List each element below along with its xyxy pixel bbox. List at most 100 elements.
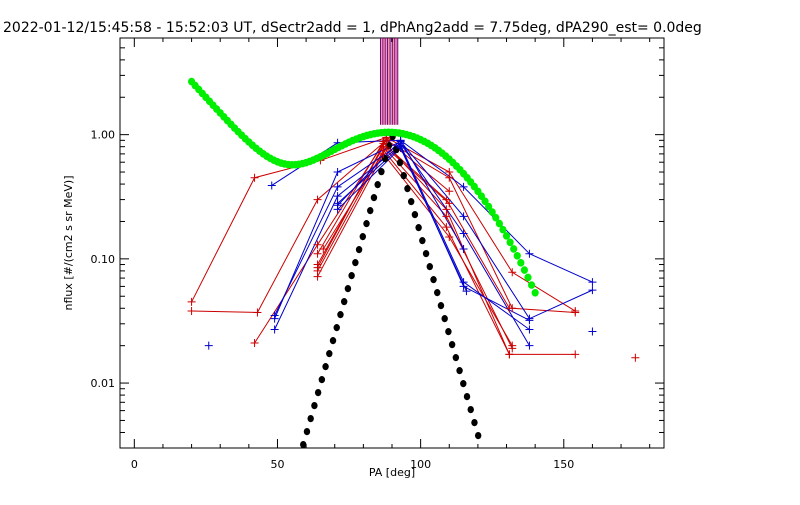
red-data-marker xyxy=(382,135,391,144)
blue-data-marker xyxy=(459,229,468,238)
blue-data-marker xyxy=(588,327,597,336)
blue-data-marker xyxy=(204,341,213,350)
green-fit-point xyxy=(527,281,536,289)
blue-data-marker xyxy=(459,212,468,221)
black-fit-point xyxy=(415,224,422,232)
green-fit-point xyxy=(524,273,532,282)
green-fit-point xyxy=(495,219,503,228)
black-fit-point xyxy=(381,155,389,163)
y-axis-label: nflux [#/(cm2 s sr MeV)] xyxy=(62,176,75,311)
black-fit-point xyxy=(359,233,366,241)
axes-ticks: 0 50 100 150 1.00 0.10 0.01 xyxy=(91,37,664,471)
green-fit-point xyxy=(513,252,521,260)
blue-data-marker xyxy=(270,311,279,320)
red-data-marker xyxy=(253,308,262,317)
black-fit-point xyxy=(471,419,478,427)
red-data-marker xyxy=(319,245,328,254)
red-data-marker xyxy=(382,144,391,153)
green-fit-point xyxy=(499,225,507,234)
blue-series-lines xyxy=(271,139,593,346)
red-series-line xyxy=(317,149,510,355)
red-series-line xyxy=(191,136,576,312)
black-fit-point xyxy=(374,181,381,189)
vertical-marker-lines xyxy=(379,38,399,125)
blue-data-marker xyxy=(462,287,471,296)
black-fit-point xyxy=(303,428,311,436)
black-fit-point xyxy=(326,350,333,358)
green-fit-point xyxy=(488,208,496,216)
x-tick-label: 0 xyxy=(131,458,138,471)
red-data-marker xyxy=(313,240,322,249)
x-axis-label: PA [deg] xyxy=(369,466,415,479)
red-data-marker xyxy=(508,268,517,277)
x-tick-label: 150 xyxy=(553,458,574,471)
red-data-marker xyxy=(313,249,322,258)
black-fit-point xyxy=(363,220,370,228)
black-fit-point xyxy=(311,402,318,410)
black-fit-point xyxy=(422,250,430,258)
black-fit-point xyxy=(307,415,314,423)
red-data-marker xyxy=(445,199,454,208)
black-fit-point xyxy=(460,380,467,388)
green-fit-point xyxy=(531,288,539,297)
black-fit-point xyxy=(456,367,463,375)
black-fit-point xyxy=(344,285,352,293)
red-series-line xyxy=(317,152,513,346)
black-fit-point xyxy=(329,337,337,345)
red-data-marker xyxy=(571,308,580,317)
red-data-marker xyxy=(313,195,322,204)
green-fit-point xyxy=(506,238,514,247)
green-fit-point xyxy=(520,266,529,274)
red-data-marker xyxy=(505,304,514,313)
black-fit-point xyxy=(419,237,426,245)
black-fit-point xyxy=(448,341,456,349)
red-data-marker xyxy=(442,205,451,214)
blue-data-marker xyxy=(588,286,597,295)
red-data-marker xyxy=(250,339,259,348)
black-fit-point xyxy=(430,276,437,284)
blue-data-marker xyxy=(525,341,534,350)
blue-data-marker xyxy=(270,325,279,334)
blue-data-marker xyxy=(459,182,468,191)
green-fit-point xyxy=(510,245,518,253)
blue-data-marker xyxy=(396,144,405,153)
red-data-marker xyxy=(313,263,322,272)
red-data-marker xyxy=(379,149,388,158)
blue-data-marker xyxy=(333,168,342,177)
y-tick-label: 0.01 xyxy=(91,377,116,390)
black-fit-curve xyxy=(300,133,482,449)
red-data-marker xyxy=(445,232,454,241)
black-fit-point xyxy=(348,272,355,280)
black-fit-point xyxy=(352,259,359,267)
black-fit-point xyxy=(300,440,307,449)
blue-data-marker xyxy=(333,182,342,191)
black-fit-point xyxy=(437,302,445,310)
black-fit-point xyxy=(467,406,474,414)
red-data-marker xyxy=(442,223,451,232)
blue-data-marker xyxy=(333,201,342,210)
blue-series-line xyxy=(274,140,593,320)
red-data-marker xyxy=(508,341,517,350)
black-fit-point xyxy=(404,185,411,193)
red-data-marker xyxy=(445,173,454,182)
blue-data-marker xyxy=(459,282,468,291)
red-data-marker xyxy=(631,353,640,362)
red-series-markers xyxy=(187,133,640,362)
red-data-marker xyxy=(445,187,454,196)
black-fit-point xyxy=(400,172,407,180)
black-fit-point xyxy=(407,198,415,206)
blue-data-marker xyxy=(396,136,405,145)
blue-series-line xyxy=(337,147,467,292)
blue-data-marker xyxy=(525,316,534,325)
green-fit-point xyxy=(502,232,511,240)
black-fit-point xyxy=(337,311,344,319)
red-data-marker xyxy=(571,350,580,359)
y-tick-label: 0.10 xyxy=(91,253,116,266)
blue-data-marker xyxy=(525,249,534,258)
red-data-marker xyxy=(187,307,196,316)
black-fit-point xyxy=(426,263,433,271)
blue-series-markers xyxy=(204,136,597,350)
red-data-marker xyxy=(505,350,514,359)
